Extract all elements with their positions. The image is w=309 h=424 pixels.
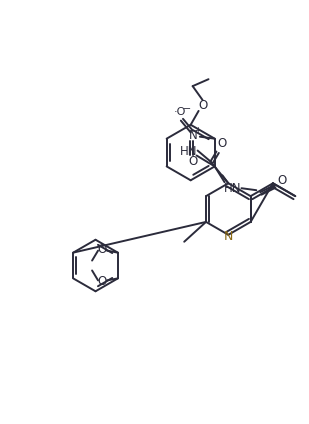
Text: HN: HN [224, 182, 241, 195]
Text: ·O: ·O [174, 107, 186, 117]
Text: O: O [97, 275, 107, 288]
Text: −: − [183, 104, 191, 114]
Text: O: O [218, 137, 227, 150]
Text: O: O [97, 243, 107, 256]
Text: O: O [188, 155, 197, 168]
Text: HN: HN [180, 145, 197, 158]
Text: O: O [277, 174, 287, 187]
Text: N: N [188, 129, 197, 142]
Text: O: O [198, 100, 207, 112]
Text: N: N [224, 230, 233, 243]
Text: +: + [194, 126, 201, 135]
